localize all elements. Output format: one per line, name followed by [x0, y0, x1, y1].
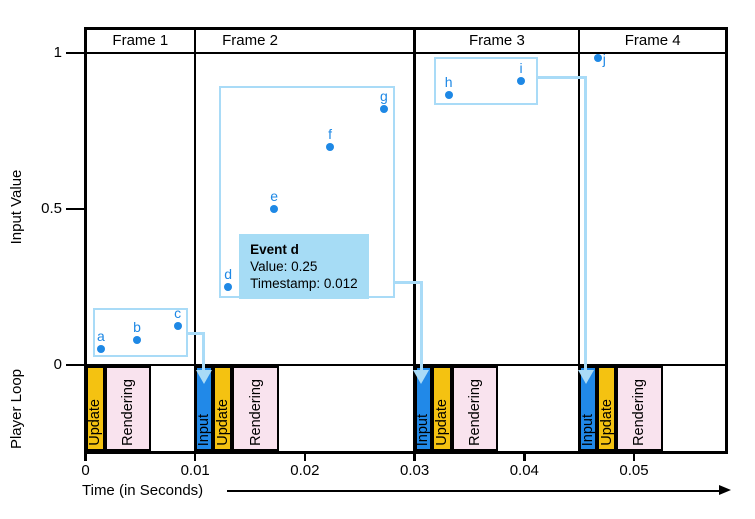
- player-loop-bar-rendering: Rendering: [616, 366, 663, 451]
- event-point-f: [326, 142, 335, 151]
- event-point-label-a: a: [96, 328, 105, 345]
- event-point-label-e: e: [270, 188, 279, 204]
- event-point-h: [444, 91, 453, 100]
- bar-label-update: Update: [87, 399, 104, 446]
- event-point-g: [379, 105, 388, 114]
- event-tooltip: Event d Value: 0.25 Timestamp: 0.012: [239, 234, 369, 299]
- event-point-label-g: g: [379, 88, 388, 105]
- bar-label-input: Input: [195, 413, 212, 446]
- x-tick-mark: [303, 452, 307, 461]
- frame-divider: [193, 29, 197, 452]
- bar-label-update: Update: [598, 399, 615, 446]
- frame-header-divider: [86, 51, 725, 55]
- frame-divider: [413, 29, 416, 452]
- group-connector-vertical: [419, 281, 423, 371]
- down-arrow-icon: [195, 370, 212, 384]
- event-point-label-j: j: [602, 50, 606, 67]
- event-group-box-1: [93, 307, 188, 357]
- bar-label-input: Input: [415, 413, 432, 446]
- frame-header-1: Frame 1: [112, 32, 169, 49]
- y-tick-mark: [66, 363, 85, 367]
- event-point-label-h: h: [444, 74, 453, 91]
- x-tick-label: 0.01: [180, 462, 210, 479]
- frame-header-3: Frame 3: [468, 32, 525, 49]
- player-loop-bar-update: Update: [212, 366, 233, 451]
- event-point-label-b: b: [133, 319, 141, 336]
- bar-label-rendering: Rendering: [120, 379, 137, 446]
- event-point-a: [96, 345, 105, 354]
- event-point-j: [593, 53, 602, 62]
- group-connector-vertical: [584, 75, 588, 371]
- x-tick-mark: [84, 452, 87, 461]
- event-point-label-i: i: [519, 60, 523, 77]
- group-connector-horizontal: [187, 332, 206, 336]
- x-tick-mark: [193, 452, 197, 461]
- player-loop-bar-input: Input: [579, 366, 597, 451]
- x-tick-label: 0.05: [619, 462, 649, 479]
- event-group-box-3: [434, 57, 538, 106]
- x-tick-label: 0: [81, 462, 90, 479]
- x-tick-mark: [632, 452, 636, 461]
- player-loop-bar-update: Update: [85, 366, 106, 451]
- player-loop-bar-update: Update: [432, 366, 452, 451]
- group-connector-vertical: [202, 332, 206, 371]
- bar-label-rendering: Rendering: [466, 379, 483, 446]
- x-tick-mark: [413, 452, 416, 461]
- event-point-c: [173, 322, 182, 330]
- player-loop-bar-rendering: Rendering: [232, 366, 279, 451]
- frame-divider: [577, 29, 581, 452]
- y-tick-label: 1: [53, 44, 62, 61]
- player-loop-bar-input: Input: [414, 366, 433, 451]
- bar-label-update: Update: [434, 399, 450, 446]
- event-point-i: [517, 77, 525, 86]
- plot-border: [84, 27, 728, 454]
- player-loop-bar-update: Update: [596, 366, 617, 451]
- x-axis-label: Time (in Seconds): [82, 482, 204, 499]
- event-point-d: [224, 283, 233, 291]
- down-arrow-icon: [577, 370, 594, 384]
- zero-value-line: [86, 363, 725, 367]
- tooltip-timestamp: Timestamp: 0.012: [250, 276, 358, 291]
- y-tick-mark: [66, 51, 85, 55]
- x-tick-label: 0.02: [290, 462, 320, 479]
- frame-header-2: Frame 2: [222, 32, 278, 49]
- x-tick-label: 0.03: [399, 462, 430, 479]
- time-arrow-line: [227, 490, 721, 493]
- event-point-label-d: d: [224, 266, 232, 282]
- y-tick-label: 0: [53, 356, 62, 373]
- right-arrow-icon: [719, 485, 731, 495]
- x-tick-mark: [523, 452, 526, 461]
- y-tick-mark: [66, 207, 85, 211]
- group-connector-horizontal: [538, 75, 588, 79]
- group-connector-horizontal: [394, 281, 423, 285]
- bar-label-input: Input: [579, 413, 596, 446]
- event-point-label-f: f: [328, 125, 333, 142]
- player-loop-bar-rendering: Rendering: [451, 366, 498, 451]
- tooltip-value: Value: 0.25: [250, 259, 318, 274]
- event-point-label-c: c: [174, 305, 182, 321]
- event-point-e: [270, 205, 279, 213]
- y-tick-label: 0.5: [41, 200, 62, 217]
- tooltip-title: Event d: [250, 242, 299, 257]
- event-point-b: [133, 336, 142, 345]
- bar-label-rendering: Rendering: [631, 379, 648, 446]
- frame-header-4: Frame 4: [624, 32, 681, 49]
- bar-label-rendering: Rendering: [247, 379, 264, 446]
- x-tick-label: 0.04: [509, 462, 539, 479]
- player-loop-bar-rendering: Rendering: [105, 366, 152, 451]
- down-arrow-icon: [413, 370, 430, 384]
- bar-label-update: Update: [214, 399, 231, 446]
